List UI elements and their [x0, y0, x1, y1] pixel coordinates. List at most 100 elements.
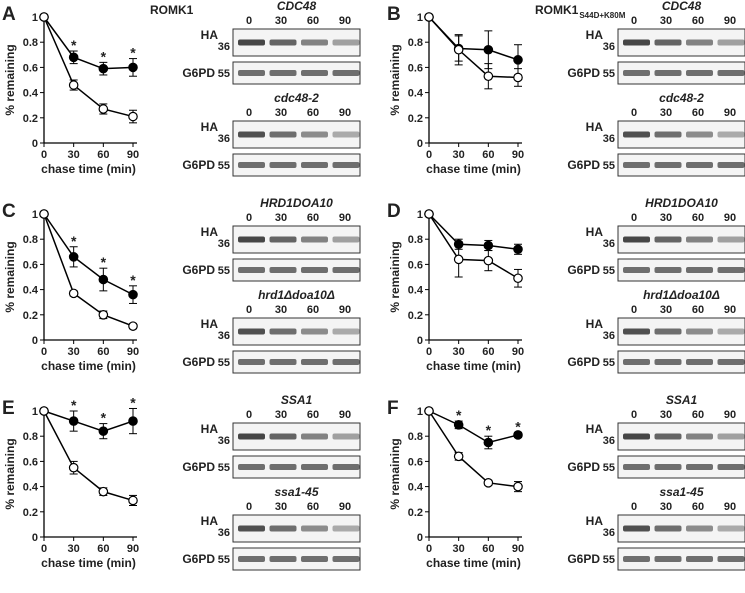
lane-label: 30 [660, 212, 672, 224]
row-label: G6PD [182, 552, 215, 566]
blot-band [332, 39, 360, 46]
blot-band [301, 131, 328, 138]
blot-band [686, 328, 713, 335]
panel-letter: A [2, 4, 16, 25]
blot-band [654, 267, 682, 273]
blot-band [623, 464, 650, 470]
x-tick-label: 60 [482, 543, 494, 555]
significance-mark: * [101, 48, 107, 64]
lane-label: 90 [724, 501, 736, 513]
lane-label: 60 [307, 501, 319, 513]
x-axis-label: chase time (min) [426, 556, 521, 570]
blot-band [623, 70, 650, 76]
blot-band [301, 328, 328, 335]
blot-band [717, 525, 745, 532]
x-axis-label: chase time (min) [41, 556, 136, 570]
blot-band [623, 267, 650, 273]
y-tick-label: 0.2 [408, 310, 423, 322]
data-point [453, 254, 464, 265]
lane-label: 0 [631, 107, 637, 119]
strain-name: hrd1Δdoa10Δ [258, 288, 335, 302]
blot-band [332, 328, 360, 335]
data-point [128, 416, 138, 426]
data-point [424, 406, 434, 416]
x-tick-label: 0 [41, 346, 47, 358]
y-tick-label: 0.6 [408, 62, 423, 74]
y-tick-label: 0.8 [408, 431, 423, 443]
panel-letter: F [387, 398, 399, 419]
data-point [128, 289, 138, 300]
strain-name: hrd1Δdoa10Δ [643, 288, 720, 302]
blot-band [654, 236, 682, 243]
lane-label: 60 [307, 107, 319, 119]
x-tick-label: 30 [453, 543, 465, 555]
data-point [483, 44, 494, 55]
significance-mark: * [130, 45, 136, 61]
y-tick-label: 0.6 [23, 259, 38, 271]
series-line [428, 213, 519, 251]
blot-band [332, 162, 360, 168]
y-axis-label: % remaining [388, 44, 402, 115]
series-line [43, 213, 134, 296]
strain-name: cdc48-2 [659, 91, 704, 105]
lane-label: 60 [692, 212, 704, 224]
blot-band [332, 433, 360, 440]
row-label: G6PD [182, 355, 215, 369]
size-marker: 36 [603, 238, 615, 250]
row-label: HA [201, 514, 219, 528]
lane-label: 0 [631, 212, 637, 224]
lane-label: 0 [246, 107, 252, 119]
x-tick-label: 30 [68, 543, 80, 555]
panel-letter: D [387, 201, 401, 222]
blot-band [686, 267, 713, 273]
strain-name: HRD1DOA10 [645, 196, 718, 210]
row-label: G6PD [567, 66, 600, 80]
data-point [128, 495, 138, 506]
y-tick-label: 1 [32, 406, 38, 418]
blot-band [717, 328, 745, 335]
x-tick-label: 60 [482, 149, 494, 161]
row-label: G6PD [567, 355, 600, 369]
series-line [428, 410, 519, 444]
lane-label: 0 [246, 501, 252, 513]
lane-label: 0 [246, 15, 252, 27]
data-point [483, 255, 494, 266]
blot-band [269, 525, 297, 532]
lane-label: 60 [692, 409, 704, 421]
blot-band [654, 70, 682, 76]
blot-band [654, 131, 682, 138]
y-axis-label: % remaining [3, 241, 17, 312]
x-tick-label: 30 [453, 149, 465, 161]
y-tick-label: 1 [417, 406, 423, 418]
data-point [424, 12, 434, 22]
x-tick-label: 60 [482, 346, 494, 358]
strain-name: ssa1-45 [274, 485, 318, 499]
y-tick-label: 0 [32, 335, 38, 347]
blot-band [301, 464, 328, 470]
row-label: G6PD [567, 263, 600, 277]
data-point [68, 462, 79, 473]
data-point [98, 486, 109, 497]
lane-label: 30 [275, 15, 287, 27]
panel-letter: E [2, 398, 15, 419]
blot-band [686, 464, 713, 470]
size-marker: 36 [218, 330, 230, 342]
row-label: G6PD [182, 460, 215, 474]
lane-label: 60 [307, 304, 319, 316]
size-marker: 36 [218, 133, 230, 145]
chart-title: ROMK1 [150, 3, 194, 17]
data-point [453, 420, 464, 430]
blot-band [269, 267, 297, 273]
data-point [513, 55, 523, 65]
blot-band [717, 433, 745, 440]
row-label: HA [201, 225, 219, 239]
blot-band [623, 162, 650, 168]
size-marker: 55 [603, 357, 615, 369]
y-tick-label: 0.4 [408, 482, 424, 494]
lane-label: 90 [339, 15, 351, 27]
blot-band [332, 70, 360, 76]
